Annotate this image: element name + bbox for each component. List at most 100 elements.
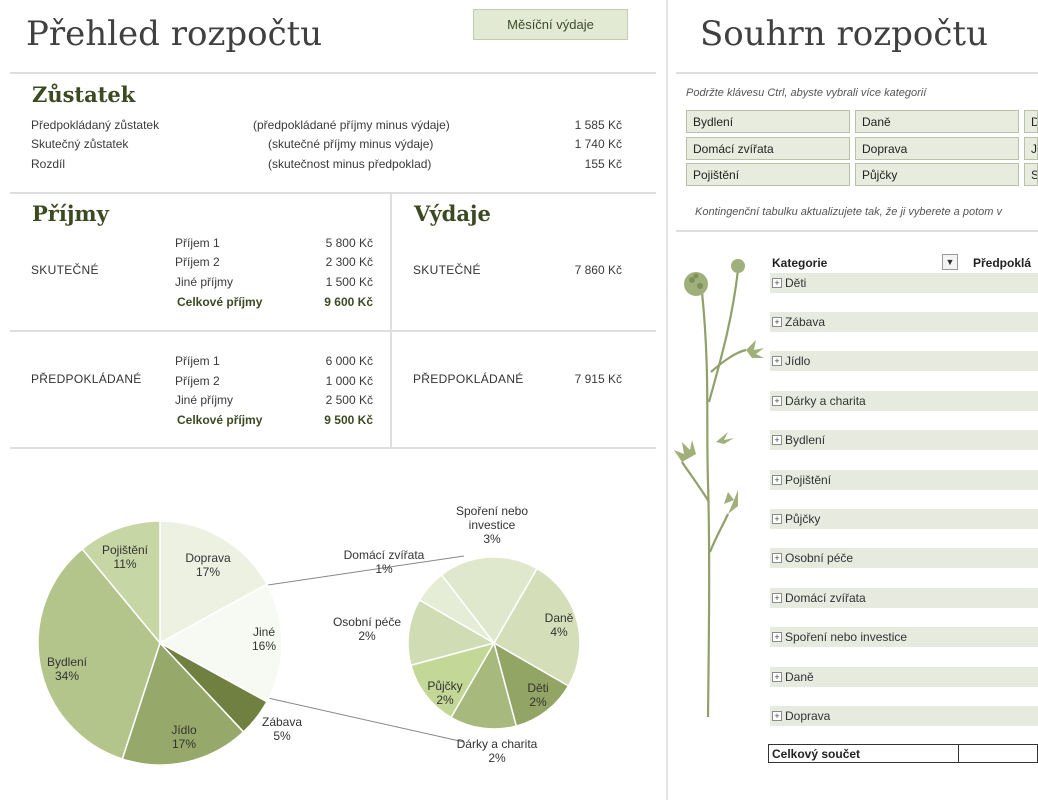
divider [958,744,959,763]
income-item-value: 1 500 Kč [325,275,373,289]
pivot-row[interactable]: + Jídlo [770,351,1038,371]
pie-label-sporeni-nebo-investice: Spoření nebo investice 3% [456,504,528,546]
slicer-button[interactable]: J [1024,137,1038,160]
pie-slice-darky-a-charita [449,641,518,730]
expenses-actual-value: 7 860 Kč [574,263,622,277]
pivot-row-label: Dárky a charita [785,394,866,408]
income-item-value: 6 000 Kč [325,354,373,368]
pivot-row[interactable]: + Zábava [770,312,1038,332]
income-planned-label: PŘEDPOKLÁDANÉ [31,372,142,386]
pie-label-pujcky: Půjčky 2% [427,679,462,707]
income-total-label: Celkové příjmy [177,413,263,427]
balance-note: (skutečné příjmy minus výdaje) [268,137,434,151]
pie-slice-dane [492,567,581,688]
pivot-row-label: Doprava [785,709,831,723]
slicer-button[interactable]: Domácí zvířata [686,137,850,160]
expand-icon[interactable]: + [772,317,782,327]
pie-slice-jine [158,583,283,703]
balance-note: (předpokládané příjmy minus výdaje) [253,118,450,132]
income-item-value: 5 800 Kč [325,236,373,250]
divider [10,330,656,332]
income-item-label: Příjem 2 [175,374,220,388]
chevron-down-icon[interactable]: ▼ [942,254,958,270]
pivot-row-label: Bydlení [785,433,826,447]
balance-note: (skutečnost minus předpoklad) [268,157,432,171]
pie-label-osobni-pece: Osobní péče 2% [333,615,401,643]
pie-label-doprava: Doprava 17% [185,551,231,579]
monthly-expenses-button[interactable]: Měsíční výdaje [473,9,628,40]
pie-slice-doprava [159,520,268,645]
panel-divider [666,0,668,800]
expense-pie-chart: Doprava 17% Jiné 16% Zábava 5% Jídlo 17% Bydlení… [37,504,581,766]
income-item-label: Příjem 1 [175,236,220,250]
slicer-hint: Podržte klávesu Ctrl, abyste vybrali víc… [686,87,927,99]
pie-label-jine: Jiné 16% [252,625,276,653]
balance-value: 1 585 Kč [574,118,622,132]
income-item-label: Jiné příjmy [175,275,234,289]
expand-icon[interactable]: + [772,356,782,366]
income-item-label: Příjem 1 [175,354,220,368]
slicer-button[interactable]: Daně [855,110,1019,133]
pie-label-deti: Děti 2% [527,681,548,709]
expenses-actual-label: SKUTEČNÉ [413,263,481,277]
pivot-row[interactable]: + Bydlení [770,430,1038,450]
pie-label-pojisteni: Pojištění 11% [102,543,149,571]
pie-label-domaci-zvirata: Domácí zvířata 1% [344,548,425,576]
pie-slice-sporeni-nebo-investice [440,556,539,645]
slicer-button[interactable]: Doprava [855,137,1019,160]
pivot-row[interactable]: + Spoření nebo investice [770,627,1038,647]
pivot-row[interactable]: + Děti [770,273,1038,293]
pivot-row[interactable]: + Domácí zvířata [770,588,1038,608]
pie-slice-deti [492,641,570,727]
pivot-row-label: Spoření nebo investice [785,630,908,644]
income-item-value: 2 500 Kč [325,393,373,407]
pie-labels: Doprava 17% Jiné 16% Zábava 5% Jídlo 17% Bydlení… [47,504,574,765]
pie-label-zabava: Zábava 5% [262,715,302,743]
divider [10,447,656,449]
pivot-row[interactable]: + Půjčky [770,509,1038,529]
expand-icon[interactable]: + [772,514,782,524]
pie-label-dane: Daně 4% [545,611,574,639]
expenses-planned-label: PŘEDPOKLÁDANÉ [413,372,524,386]
pivot-col-planned: Předpoklá [973,256,1032,270]
income-total-value: 9 500 Kč [324,413,373,427]
slicer-button[interactable]: Půjčky [855,163,1019,186]
expand-icon[interactable]: + [772,553,782,563]
expand-icon[interactable]: + [772,396,782,406]
pivot-row-label: Jídlo [785,354,811,368]
expand-icon[interactable]: + [772,435,782,445]
balance-label: Předpokládaný zůstatek [31,118,160,132]
balance-label: Rozdíl [31,157,66,171]
expand-icon[interactable]: + [772,632,782,642]
income-heading: Příjmy [32,201,109,226]
pivot-row-label: Děti [785,276,807,290]
pivot-row[interactable]: + Doprava [770,706,1038,726]
pivot-row[interactable]: + Pojištění [770,470,1038,490]
refresh-hint: Kontingenční tabulku aktualizujete tak, … [695,206,1002,218]
income-total-label: Celkové příjmy [177,295,263,309]
pivot-row[interactable]: + Dárky a charita [770,391,1038,411]
income-total-value: 9 600 Kč [324,295,373,309]
secondary-pie [407,556,581,730]
slicer-button[interactable]: Pojištění [686,163,850,186]
page-title: Přehled rozpočtu [26,14,323,54]
pivot-row[interactable]: + Osobní péče [770,548,1038,568]
slicer-button[interactable]: D [1024,110,1038,133]
expand-icon[interactable]: + [772,672,782,682]
expenses-planned-value: 7 915 Kč [574,372,622,386]
pivot-row[interactable]: + Daně [770,667,1038,687]
slicer-button[interactable]: S [1024,163,1038,186]
slicer-button[interactable]: Bydlení [686,110,850,133]
expand-icon[interactable]: + [772,278,782,288]
income-item-label: Příjem 2 [175,255,220,269]
balance-label: Skutečný zůstatek [31,137,129,151]
income-actual-label: SKUTEČNÉ [31,263,99,277]
expand-icon[interactable]: + [772,475,782,485]
pie-connector-lines [267,555,465,743]
connector-line [267,697,465,743]
expand-icon[interactable]: + [772,593,782,603]
expand-icon[interactable]: + [772,711,782,721]
pie-slice-bydleni [37,547,161,760]
pivot-row-label: Domácí zvířata [785,591,866,605]
pivot-row-label: Zábava [785,315,826,329]
